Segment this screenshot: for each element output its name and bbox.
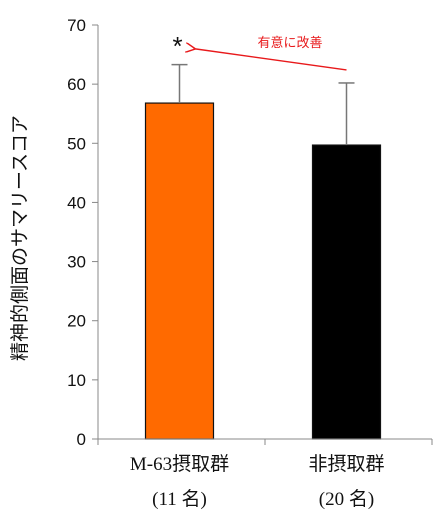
category-label: M-63摂取群 [130,453,229,475]
bars [144,102,382,440]
error-bars [171,63,355,146]
category-count-label: (11 名) [152,488,207,510]
y-tick-label: 20 [67,312,86,331]
y-tick-label: 50 [67,134,86,153]
significance-annotation: * 有意に改善 [172,31,347,71]
y-tick-label: 30 [67,253,86,272]
y-tick-label: 60 [67,75,86,94]
bar [144,102,215,440]
y-axis-label: 精神的側面のサマリースコア [9,115,31,361]
y-tick-label: 70 [67,16,86,35]
improvement-label: 有意に改善 [257,35,322,51]
significance-star: * [172,31,182,61]
category-label: 非摂取群 [308,453,384,475]
y-tick-label: 10 [67,371,86,390]
y-tick-label: 0 [77,430,86,449]
category-count-label: (20 名) [319,488,374,510]
y-tick-label: 40 [67,193,86,212]
y-axis: 0 10 20 30 40 50 60 70 [67,16,99,449]
x-axis: M-63摂取群 (11 名) 非摂取群 (20 名) [97,438,433,510]
bar [311,144,382,440]
improvement-arrow [194,49,347,71]
